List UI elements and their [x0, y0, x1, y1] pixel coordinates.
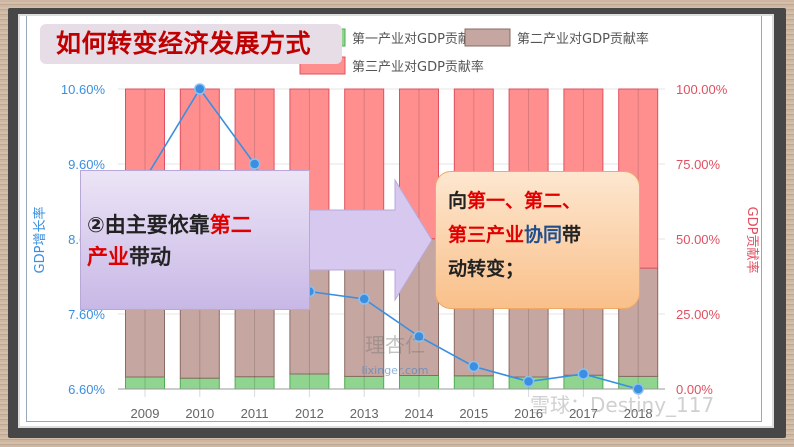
growth-point: [194, 83, 206, 95]
legend-label: 第一产业对GDP贡献率: [352, 31, 484, 47]
growth-point: [522, 375, 535, 388]
x-tick-label: 2016: [514, 406, 543, 421]
growth-point: [577, 368, 590, 380]
x-tick-label: 2014: [405, 406, 434, 421]
callout-left: ②由主要依靠第二产业带动: [80, 170, 310, 310]
growth-point: [468, 360, 480, 373]
right-tick-label: 100.00%: [676, 82, 728, 97]
right-tick-label: 25.00%: [676, 307, 721, 322]
callout-text: 带动: [129, 245, 171, 269]
right-tick-label: 75.00%: [676, 157, 721, 172]
legend-label: 第三产业对GDP贡献率: [352, 59, 484, 75]
right-tick-label: 0.00%: [676, 382, 713, 397]
growth-point: [248, 158, 261, 170]
left-tick-label: 6.60%: [68, 382, 105, 397]
x-tick-label: 2011: [241, 406, 269, 421]
watermark-xueqiu: 雪球：Destiny_117: [530, 393, 714, 417]
callout-text: 动转变；: [448, 258, 525, 280]
growth-point: [632, 383, 644, 395]
x-tick-label: 2012: [295, 406, 324, 421]
callout-text: 带: [562, 224, 582, 246]
growth-point: [413, 330, 425, 343]
callout-highlight: 第二: [209, 213, 252, 237]
left-axis-label: GDP增长率: [32, 207, 48, 274]
watermark-url: lixinger.com: [362, 364, 429, 377]
left-tick-label: 10.60%: [61, 82, 106, 97]
watermark-logo: 理杏仁: [365, 333, 425, 357]
callout-highlight-blue: 协同: [524, 224, 563, 246]
x-tick-label: 2009: [131, 406, 160, 421]
x-tick-label: 2010: [185, 406, 214, 421]
growth-point: [358, 293, 370, 305]
slide-title: 如何转变经济发展方式: [40, 24, 342, 64]
right-axis-label: GDP贡献率: [744, 207, 760, 274]
legend-label: 第二产业对GDP贡献率: [517, 31, 649, 47]
callout-text: ②由主要依靠: [87, 213, 210, 237]
x-tick-label: 2017: [569, 406, 598, 421]
callout-highlight: 第一、第二、: [467, 190, 582, 212]
right-tick-label: 50.00%: [676, 232, 721, 247]
left-tick-label: 9.60%: [68, 157, 105, 172]
left-tick-label: 7.60%: [68, 307, 105, 322]
callout-highlight: 第三产业: [448, 224, 525, 246]
growth-line: [144, 87, 639, 390]
x-tick-label: 2018: [624, 406, 653, 421]
callout-highlight: 产业: [87, 245, 129, 269]
x-tick-label: 2015: [459, 406, 488, 421]
callout-right: 向第一、第二、第三产业协同带动转变；: [435, 171, 640, 309]
x-tick-label: 2013: [350, 406, 379, 421]
legend-swatch: [464, 28, 511, 47]
callout-text: 向: [448, 190, 468, 212]
